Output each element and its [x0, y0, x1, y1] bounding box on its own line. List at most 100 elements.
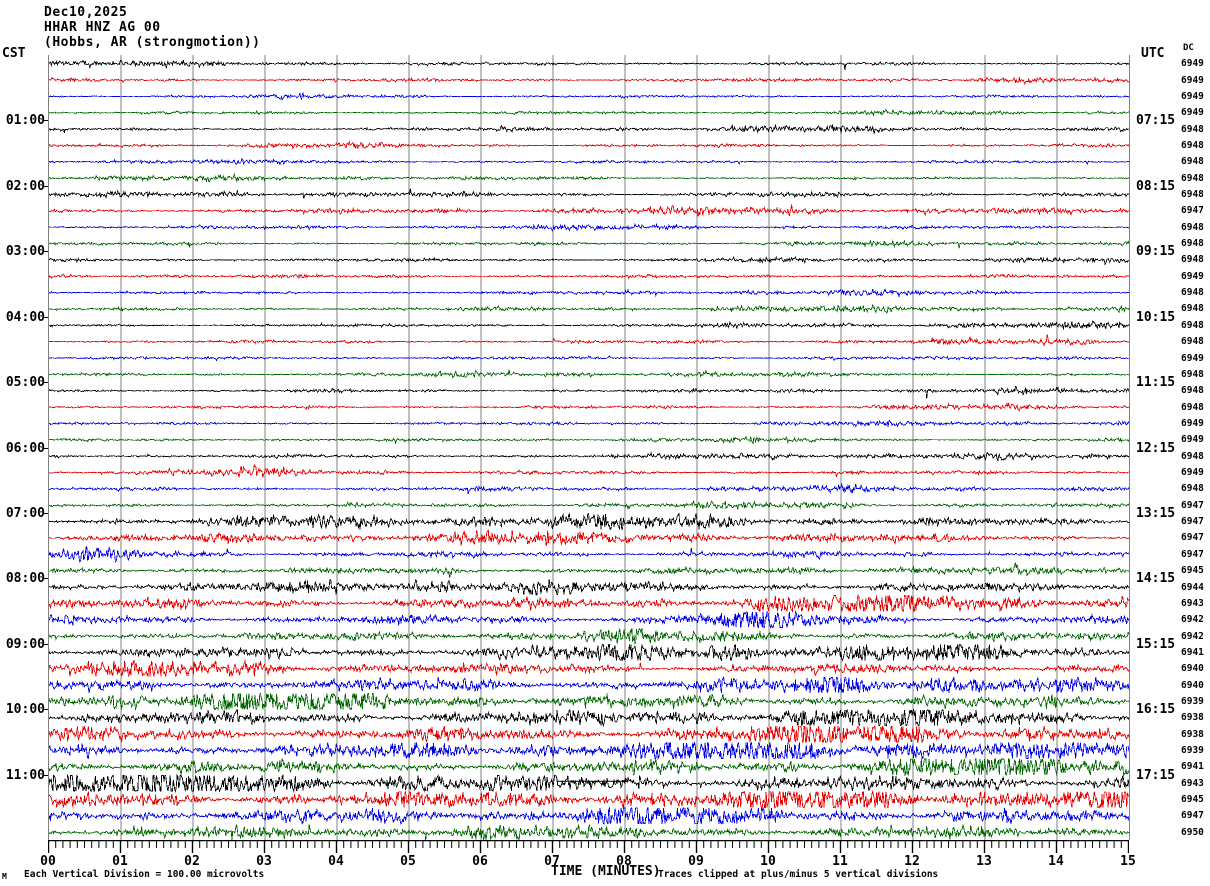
x-axis-tick-label: 07: [544, 854, 560, 869]
seismic-trace: [49, 385, 1129, 399]
seismic-trace: [49, 334, 1129, 347]
seismic-trace: [49, 500, 1129, 511]
left-axis-tick: [44, 709, 49, 711]
footer-corner-glyph: M: [2, 872, 7, 881]
waveform-canvas: [49, 55, 1129, 840]
right-time-label: 14:15: [1136, 571, 1176, 587]
right-time-label: 17:15: [1136, 767, 1176, 783]
right-time-label: 08:15: [1136, 178, 1176, 194]
dc-value: 6948: [1181, 368, 1204, 380]
seismic-trace: [49, 304, 1129, 314]
dc-value: 6943: [1181, 597, 1204, 609]
seismic-trace: [49, 273, 1129, 280]
left-axis-tick: [44, 120, 49, 122]
right-time-label: 09:15: [1136, 244, 1176, 260]
dc-value: 6948: [1181, 156, 1204, 168]
dc-value: 6948: [1181, 221, 1204, 233]
dc-value: 6949: [1181, 107, 1204, 119]
dc-value: 6944: [1181, 581, 1204, 593]
seismic-trace: [49, 463, 1129, 478]
dc-value: 6947: [1181, 532, 1204, 544]
right-time-label: 15:15: [1136, 636, 1176, 652]
dc-value: 6947: [1181, 810, 1204, 822]
footer-units-note: Each Vertical Division = 100.00 microvol…: [24, 869, 265, 880]
left-time-label: 06:00: [5, 440, 45, 456]
dc-value: 6948: [1181, 287, 1204, 299]
seismic-trace: [49, 675, 1129, 694]
seismic-trace: [49, 401, 1129, 413]
dc-value: 6938: [1181, 712, 1204, 724]
seismic-trace: [49, 92, 1129, 101]
left-axis-tick: [44, 316, 49, 318]
seismic-trace: [49, 757, 1129, 777]
x-axis-tick-label: 09: [688, 854, 704, 869]
seismic-trace: [49, 451, 1129, 462]
right-axis-timezone-label: UTC: [1141, 46, 1165, 61]
left-time-label: 05:00: [5, 375, 45, 391]
left-axis-tick: [44, 512, 49, 514]
seismic-trace: [49, 108, 1129, 116]
dc-value: 6949: [1181, 90, 1204, 102]
seismic-trace: [49, 643, 1129, 662]
right-time-label: 10:15: [1136, 309, 1176, 325]
dc-value: 6949: [1181, 74, 1204, 86]
x-axis-tick-label: 11: [832, 854, 848, 869]
seismic-trace: [49, 545, 1129, 564]
dc-value: 6948: [1181, 385, 1204, 397]
x-axis-tick-label: 02: [184, 854, 200, 869]
seismic-trace: [49, 419, 1129, 428]
seismic-trace: [49, 355, 1129, 362]
x-axis-tick-label: 04: [328, 854, 344, 869]
seismic-trace: [49, 435, 1129, 445]
dc-value: 6948: [1181, 254, 1204, 266]
left-time-axis: 01:00 02:00 03:00 04:00 05:00 06:00 07:00 08:00…: [0, 55, 49, 840]
seismic-trace: [49, 562, 1129, 578]
dc-value: 6942: [1181, 614, 1204, 626]
seismic-trace: [49, 773, 1129, 793]
seismic-trace: [49, 239, 1129, 249]
seismic-trace: [49, 692, 1129, 711]
right-time-axis: 07:15 08:15 09:15 10:15 11:15 12:15 13:15 14:15…: [1136, 55, 1180, 840]
dc-value: 6943: [1181, 777, 1204, 789]
x-axis-tick-label: 12: [904, 854, 920, 869]
right-time-label: 16:15: [1136, 702, 1176, 718]
dc-value: 6948: [1181, 139, 1204, 151]
seismic-trace: [49, 255, 1129, 266]
dc-value: 6949: [1181, 270, 1204, 282]
dc-value: 6947: [1181, 516, 1204, 528]
seismic-trace: [49, 512, 1129, 531]
dc-value: 6947: [1181, 205, 1204, 217]
dc-value: 6949: [1181, 352, 1204, 364]
seismic-trace: [49, 157, 1129, 166]
left-time-label: 02:00: [5, 178, 45, 194]
x-axis-tick-label: 05: [400, 854, 416, 869]
x-axis-tick-label: 13: [976, 854, 992, 869]
seismic-trace: [49, 528, 1129, 546]
header-station-location: (Hobbs, AR (strongmotion)): [44, 35, 261, 50]
x-axis-tick-label: 10: [760, 854, 776, 869]
dc-value: 6940: [1181, 663, 1204, 675]
dc-value: 6941: [1181, 761, 1204, 773]
left-time-label: 07:00: [5, 505, 45, 521]
dc-value: 6940: [1181, 679, 1204, 691]
dc-value: 6942: [1181, 630, 1204, 642]
x-axis-title: TIME (MINUTES): [551, 864, 661, 879]
seismic-trace: [49, 627, 1129, 646]
dc-value: 6948: [1181, 123, 1204, 135]
header-station-code: HHAR HNZ AG 00: [44, 20, 161, 35]
right-time-label: 11:15: [1136, 375, 1176, 391]
seismic-trace: [49, 708, 1129, 728]
dc-value: 6948: [1181, 189, 1204, 200]
header-date: Dec10,2025: [44, 5, 128, 20]
x-axis-tick-label: 14: [1048, 854, 1064, 869]
seismic-trace: [49, 741, 1129, 760]
dc-value: 6949: [1181, 58, 1204, 70]
left-time-label: 10:00: [5, 702, 45, 718]
seismic-trace: [49, 123, 1129, 134]
dc-value: 6948: [1181, 401, 1204, 413]
seismic-trace: [49, 806, 1129, 826]
right-time-label: 07:15: [1136, 113, 1176, 129]
x-axis-ticks: [48, 840, 1129, 853]
dc-value: 6939: [1181, 745, 1204, 757]
